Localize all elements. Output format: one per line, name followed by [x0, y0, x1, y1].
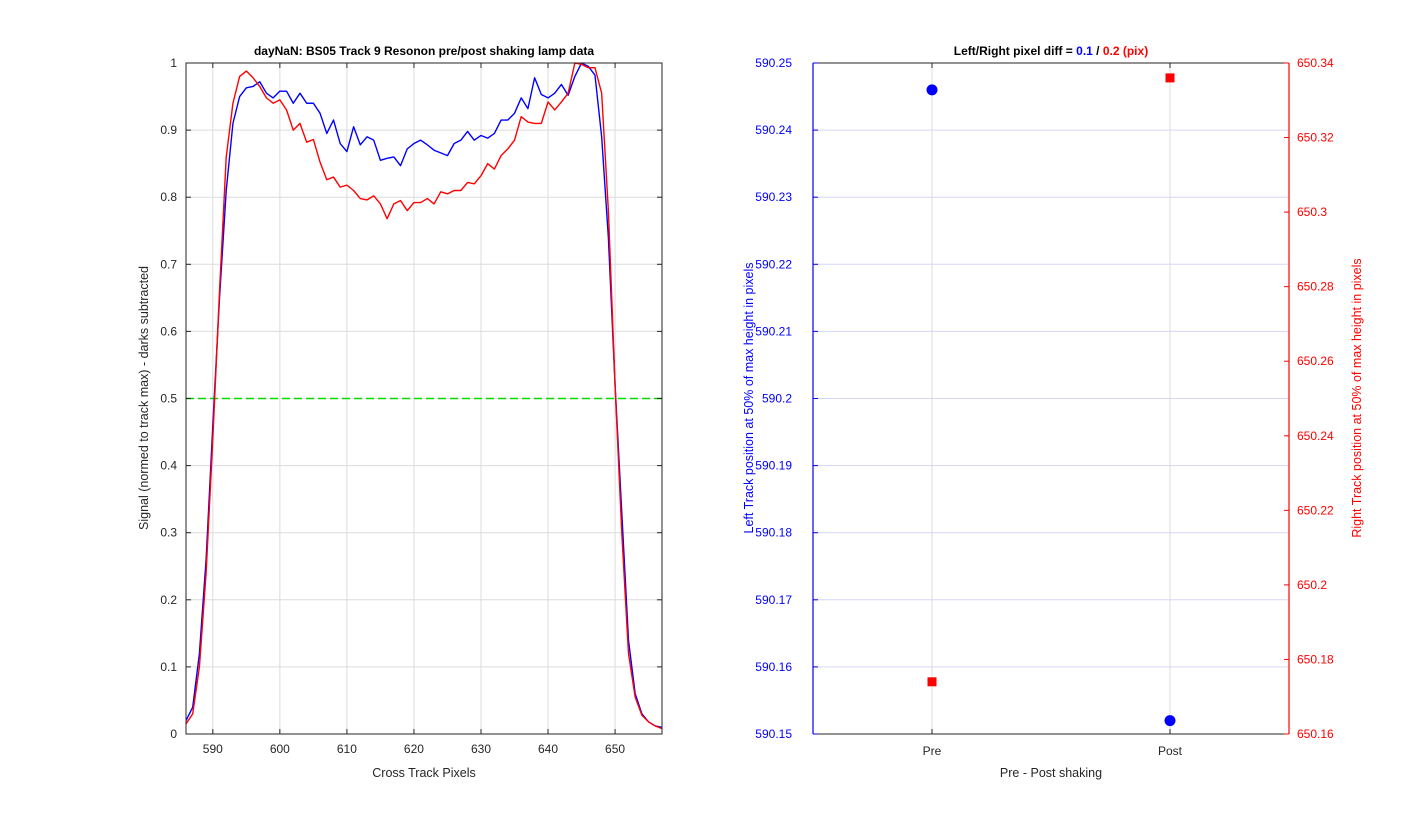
left-axis-tick-label: 590.17: [755, 593, 792, 607]
left-axis-tick-label: 590.22: [755, 257, 792, 271]
right-axis-tick-label: 650.26: [1297, 354, 1334, 368]
left-series: [185, 62, 663, 730]
left-axis-tick-label: 590.21: [755, 324, 792, 338]
left-y-tick-label: 0.8: [160, 190, 177, 204]
left-axis-tick-label: 590.18: [755, 526, 792, 540]
right-title-left-value: 0.1: [1076, 44, 1093, 58]
left-x-axis-label: Cross Track Pixels: [372, 766, 476, 780]
left-y-axis-label: Signal (normed to track max) - darks sub…: [137, 266, 151, 530]
right-track-point: [1165, 73, 1175, 83]
left-y-tick-label: 0.2: [160, 593, 177, 607]
right-plot: Pre Post 590.15 590.16 590.17 590.18 590.19 590…: [742, 44, 1364, 780]
right-axis-tick-label: 650.2: [1297, 578, 1327, 592]
left-axis-tick-label: 590.19: [755, 459, 792, 473]
right-x-axis-label: Pre - Post shaking: [1000, 766, 1102, 780]
left-track-point: [1164, 715, 1176, 727]
left-axis-tick-label: 590.24: [755, 123, 792, 137]
left-y-tick-label: 0.9: [160, 123, 177, 137]
right-right-y-axis-label: Right Track position at 50% of max heigh…: [1350, 258, 1364, 537]
right-axis-tick-label: 650.24: [1297, 429, 1334, 443]
left-y-tick-label: 0.7: [160, 257, 177, 271]
right-axis-tick-label: 650.22: [1297, 503, 1334, 517]
left-chart-title: dayNaN: BS05 Track 9 Resonon pre/post sh…: [254, 44, 594, 58]
left-axis-tick-label: 590.23: [755, 190, 792, 204]
left-x-tick-label: 600: [270, 742, 290, 756]
left-x-tick-label: 640: [538, 742, 558, 756]
left-axis-tick-label: 590.16: [755, 660, 792, 674]
left-y-tick-label: 0.1: [160, 660, 177, 674]
series-line-post: [185, 62, 663, 730]
right-title-prefix: Left/Right pixel diff =: [954, 44, 1076, 58]
left-plot: 590 600 610 620 630 640 650 0 0.1 0.2 0.3 0.4 0.5 0.6…: [137, 44, 663, 780]
right-ticks: Pre Post 590.15 590.16 590.17 590.18 590.19 590…: [755, 56, 1334, 758]
right-x-tick-label: Pre: [923, 744, 942, 758]
left-ticks: 590 600 610 620 630 640 650 0 0.1 0.2 0.3 0.4 0.5 0.6…: [160, 56, 662, 756]
left-y-tick-label: 0.4: [160, 459, 177, 473]
right-series: [926, 73, 1176, 727]
left-x-tick-label: 590: [203, 742, 223, 756]
left-y-tick-label: 0.3: [160, 526, 177, 540]
left-y-tick-label: 1: [170, 56, 177, 70]
right-chart-title: Left/Right pixel diff = 0.1 / 0.2 (pix): [954, 44, 1148, 58]
left-axis-tick-label: 590.25: [755, 56, 792, 70]
series-line-pre: [185, 62, 663, 728]
left-x-tick-label: 610: [337, 742, 357, 756]
right-track-point: [927, 677, 937, 687]
right-axis-tick-label: 650.28: [1297, 280, 1334, 294]
left-axis-tick-label: 590.2: [762, 392, 792, 406]
right-left-y-axis-label: Left Track position at 50% of max height…: [742, 263, 756, 534]
right-axis-tick-label: 650.18: [1297, 652, 1334, 666]
right-x-tick-label: Post: [1158, 744, 1183, 758]
right-axis-tick-label: 650.3: [1297, 205, 1327, 219]
right-title-right-value: 0.2 (pix): [1103, 44, 1148, 58]
left-x-tick-label: 620: [404, 742, 424, 756]
left-y-tick-label: 0.5: [160, 392, 177, 406]
left-x-tick-label: 630: [471, 742, 491, 756]
left-y-tick-label: 0: [170, 727, 177, 741]
right-axis-tick-label: 650.34: [1297, 56, 1334, 70]
right-title-separator: /: [1093, 44, 1103, 58]
left-x-tick-label: 650: [605, 742, 625, 756]
left-axis-tick-label: 590.15: [755, 727, 792, 741]
right-axis-tick-label: 650.32: [1297, 131, 1334, 145]
left-track-point: [926, 84, 938, 96]
left-y-tick-label: 0.6: [160, 324, 177, 338]
right-axis-tick-label: 650.16: [1297, 727, 1334, 741]
